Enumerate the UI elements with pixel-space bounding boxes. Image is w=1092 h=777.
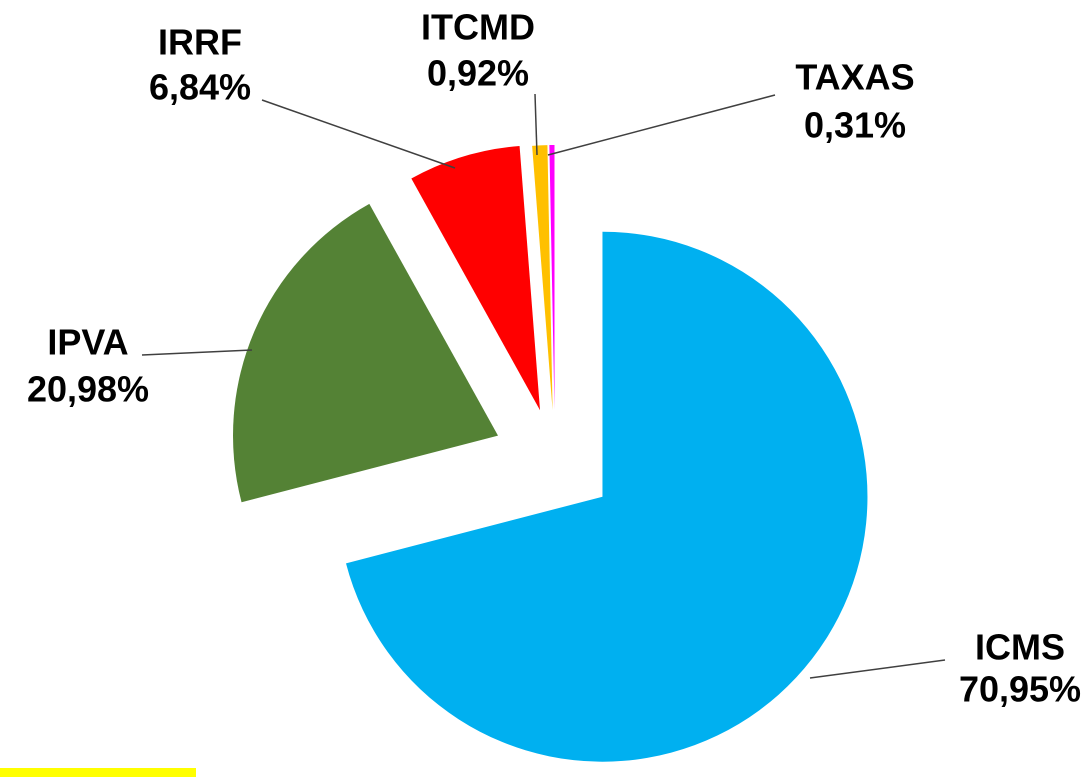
slice-value-label: 20,98% xyxy=(27,369,149,410)
slice-name: IRRF xyxy=(158,22,242,63)
leader-line xyxy=(809,659,946,679)
leader-line xyxy=(547,94,776,156)
slice-name: IPVA xyxy=(47,322,128,363)
slice-value-label: 70,95% xyxy=(959,669,1081,710)
pie-slice xyxy=(411,145,541,411)
pie-slice xyxy=(233,203,499,503)
leader-line xyxy=(261,99,456,169)
slice-name: ICMS xyxy=(975,627,1065,668)
pie-slice xyxy=(549,145,555,411)
highlight-bar xyxy=(0,768,196,777)
leader-line xyxy=(141,349,253,356)
slice-name: ITCMD xyxy=(421,7,535,48)
pie-slice xyxy=(346,231,868,762)
slice-name: TAXAS xyxy=(795,57,914,98)
pie-slice xyxy=(532,145,553,411)
slice-value-label: 0,92% xyxy=(427,53,529,94)
leader-line xyxy=(534,93,538,156)
slice-value-label: 6,84% xyxy=(149,67,251,108)
slice-value-label: 0,31% xyxy=(804,105,906,146)
